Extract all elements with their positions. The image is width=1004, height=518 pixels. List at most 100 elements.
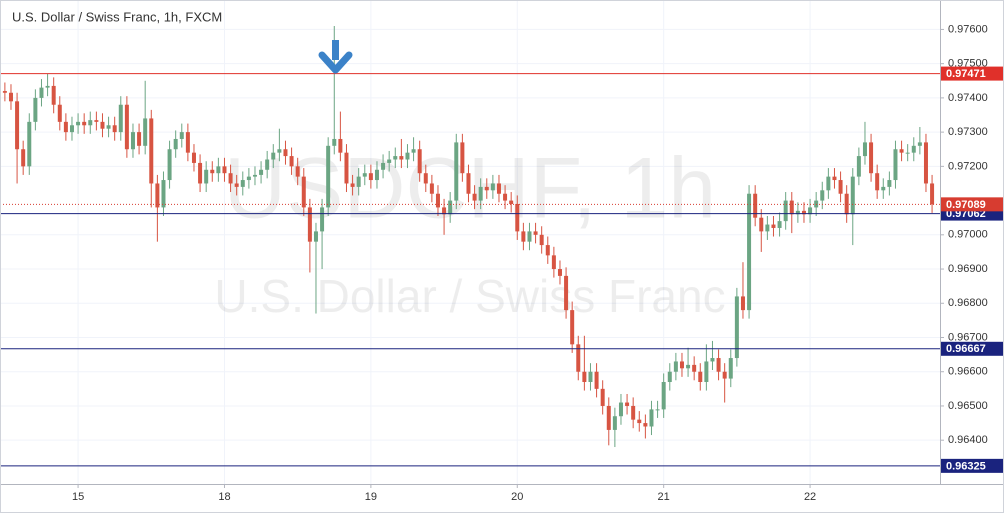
candle-body [478,186,483,201]
candle-body [228,173,233,184]
candle-body [875,173,880,191]
candle-body [533,231,538,235]
candle-body [923,142,928,184]
candle-body [124,104,129,150]
x-tick-label: 19 [365,491,377,503]
x-tick-label: 15 [72,491,84,503]
candle-body [387,159,392,163]
candle-body [557,269,562,276]
candle-body [112,125,117,133]
watermark-subtitle: U.S. Dollar / Swiss Franc [214,270,725,322]
candle-body [625,402,630,406]
last-price-label-bg [941,197,1003,212]
candle-body [472,193,477,201]
candle-body [881,186,886,191]
y-tick-label: 0.96900 [948,263,988,275]
candle-body [460,142,465,174]
y-tick-label: 0.96800 [948,297,988,309]
candle-body [411,149,416,153]
candle-body [313,231,318,242]
candle-body [88,120,93,126]
level-label-bg [941,458,1003,473]
arrow-shaft [332,40,339,60]
candle-body [594,371,599,389]
candle-body [679,361,684,369]
candle-body [808,207,813,215]
candle-body [643,423,648,427]
candle-body [130,132,135,150]
candle-body [423,173,428,184]
candle-body [143,118,148,146]
candle-body [167,149,172,181]
candle-body [100,121,105,129]
candle-body [826,176,831,191]
candle-body [429,183,434,194]
candle-body [698,371,703,382]
candle-body [435,193,440,208]
candle-body [338,138,343,153]
candle-body [887,180,892,187]
candle-body [222,166,227,174]
candle-body [588,371,593,382]
levels [0,73,940,467]
y-tick-label: 0.96400 [948,434,988,446]
candle-body [332,138,337,146]
candle-body [893,149,898,181]
candles [2,26,935,448]
candle-body [564,275,569,311]
candle-body [307,207,312,242]
candle-body [63,121,68,133]
candle-body [161,180,166,208]
candle-body [740,296,745,311]
candle-body [551,255,556,270]
candle-body [57,104,62,122]
candle-body [15,101,20,150]
candle-body [259,169,264,175]
candle-body [783,200,788,222]
candle-body [76,121,81,126]
candle-body [716,358,721,372]
arrow-annotation [318,40,353,74]
candle-body [490,183,495,191]
candle-body [320,207,325,232]
candle-body [911,145,916,153]
y-tick-label: 0.96700 [948,331,988,343]
candle-body [94,120,99,122]
candle-body [204,169,209,184]
candle-body [2,91,7,93]
candle-body [173,138,178,150]
candle-body [759,217,764,232]
candle-body [710,358,715,362]
candle-body [655,409,660,411]
level-label: 0.96325 [946,460,986,472]
candle-body [350,183,355,187]
candle-body [368,173,373,181]
y-tick-label: 0.97600 [948,23,988,35]
candle-body [820,190,825,201]
candle-body [374,169,379,181]
last-price-label: 0.97089 [946,199,986,211]
candle-body [8,92,13,102]
candle-body [838,180,843,194]
candle-body [570,310,575,345]
candle-body [795,210,800,215]
candle-body [393,156,398,160]
candle-body [862,142,867,157]
candle-body [283,149,288,157]
y-tick-label: 0.96600 [948,366,988,378]
x-tick-label: 21 [658,491,670,503]
candle-body [930,183,935,205]
candle-body [45,85,50,88]
candle-body [118,104,123,133]
candle-body [191,152,196,163]
candle-body [539,234,544,246]
candle-body [856,156,861,177]
candle-body [240,180,245,187]
candle-body [179,132,184,139]
level-label: 0.96667 [946,343,986,355]
chart-title: U.S. Dollar / Swiss Franc, 1h, FXCM [12,9,222,24]
arrow-head [318,51,353,74]
candle-body [545,245,550,256]
candle-body [521,231,526,242]
